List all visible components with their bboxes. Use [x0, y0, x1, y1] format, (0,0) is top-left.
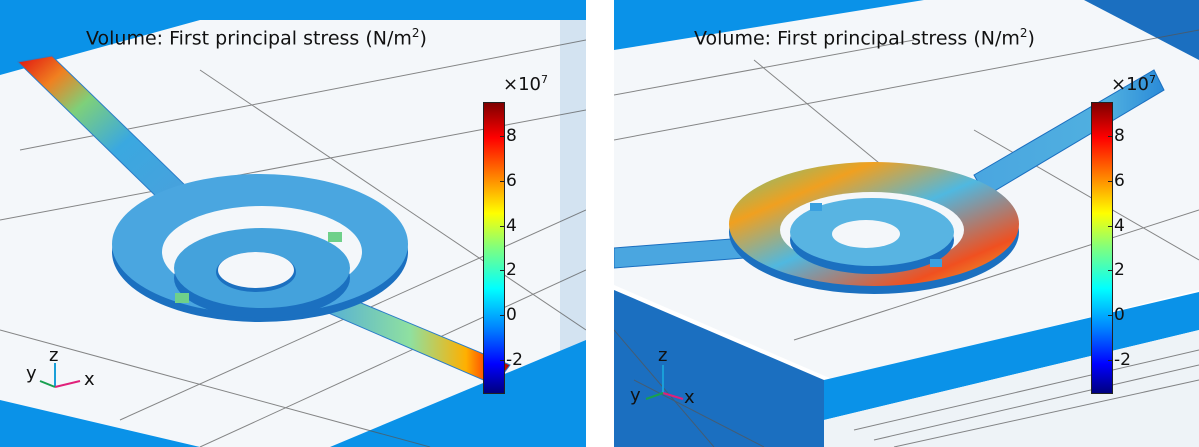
y-axis-label: y — [26, 363, 37, 384]
right-stress-plot: Volume: First principal stress (N/m2) ×1… — [614, 0, 1199, 447]
inner-hole — [832, 220, 900, 248]
colorbar-tick-label: 6 — [500, 170, 517, 191]
axis-triad: z x y — [22, 345, 112, 405]
left-stress-plot: Volume: First principal stress (N/m2) ×1… — [0, 0, 586, 447]
colorbar-tick-label: 4 — [1108, 215, 1125, 236]
colorbar — [1091, 102, 1113, 394]
colorbar-tick-label: 2 — [500, 260, 517, 281]
colorbar-tick-label: 6 — [1108, 170, 1125, 191]
left-3d-scene — [0, 0, 586, 447]
colorbar-tick-label: -2 — [1108, 350, 1131, 371]
colorbar-ticks: 8 6 4 2 0 -2 — [500, 102, 566, 394]
substrate-side-left — [614, 290, 824, 447]
colorbar-tick-label: -2 — [500, 350, 523, 371]
y-axis-arrow — [39, 380, 56, 388]
colorbar-tick-label: 0 — [500, 305, 517, 326]
y-axis-label: y — [630, 385, 641, 406]
substrate-edge-top — [0, 0, 586, 75]
colorbar-ticks: 8 6 4 2 0 -2 — [1108, 102, 1174, 394]
colorbar-tick-label: 8 — [500, 125, 517, 146]
colorbar-tick-label: 0 — [1108, 305, 1125, 326]
substrate-edge-top — [614, 0, 924, 50]
right-3d-scene — [614, 0, 1199, 447]
axis-triad: z x y — [618, 345, 708, 408]
colorbar-tick-label: 8 — [1108, 125, 1125, 146]
y-axis-arrow — [645, 392, 664, 400]
x-axis-arrow — [662, 392, 684, 400]
inner-hole — [218, 252, 294, 288]
z-axis-label: z — [658, 345, 668, 366]
plot-title: Volume: First principal stress (N/m2) — [86, 26, 427, 50]
x-axis-arrow — [54, 380, 81, 388]
colorbar — [483, 102, 505, 394]
colorbar-tick-label: 2 — [1108, 260, 1125, 281]
plot-title: Volume: First principal stress (N/m2) — [694, 26, 1035, 50]
substrate-edge-bottom-right — [330, 340, 586, 447]
x-axis-label: x — [84, 369, 95, 390]
substrate-edge-top-right — [1084, 0, 1199, 60]
colorbar-multiplier: ×107 — [1111, 73, 1156, 95]
substrate-edge-bottom-left — [0, 400, 200, 447]
z-axis-label: z — [49, 345, 59, 366]
colorbar-multiplier: ×107 — [503, 73, 548, 95]
colorbar-tick-label: 4 — [500, 215, 517, 236]
x-axis-label: x — [684, 387, 695, 408]
